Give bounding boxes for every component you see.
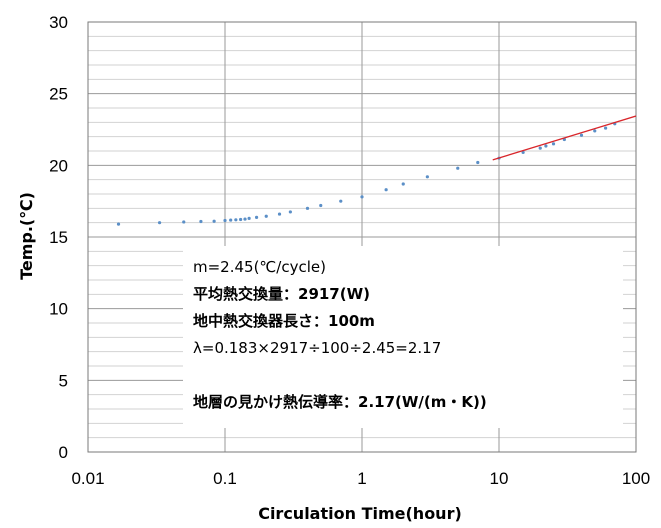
x-tick-label: 0.01 xyxy=(71,469,104,488)
data-point xyxy=(384,188,388,192)
data-point xyxy=(305,206,310,210)
annotation-background xyxy=(183,246,623,428)
data-point xyxy=(476,160,480,165)
annotation-line: 地層の見かけ熱伝導率：2.17(W/(m・K)) xyxy=(193,393,487,411)
data-point xyxy=(243,217,247,221)
x-tick-label: 100 xyxy=(622,469,650,488)
data-point xyxy=(339,199,343,203)
fit-line-layer xyxy=(492,115,637,161)
data-point xyxy=(199,219,203,224)
data-point xyxy=(157,221,162,225)
data-point xyxy=(223,218,227,223)
plot-frame xyxy=(87,21,637,453)
annotation-line: 平均熱交換量：2917(W) xyxy=(193,285,370,303)
y-tick-label: 0 xyxy=(59,443,68,462)
data-point xyxy=(551,142,556,146)
data-point xyxy=(593,129,597,133)
data-point xyxy=(234,218,238,222)
data-point xyxy=(239,217,243,222)
data-point xyxy=(538,146,542,150)
x-tick-label: 0.1 xyxy=(213,469,237,488)
data-point xyxy=(579,133,584,137)
data-point xyxy=(456,166,460,170)
data-point xyxy=(247,216,251,220)
data-point xyxy=(264,214,268,218)
annotation-line: m=2.45(℃/cycle) xyxy=(193,258,326,276)
data-point xyxy=(521,150,525,155)
x-tick-labels: 0.01 0.1 1 10 100 xyxy=(71,469,650,488)
y-tick-label: 25 xyxy=(49,85,68,104)
data-point xyxy=(229,218,233,222)
data-point xyxy=(319,203,323,208)
data-point xyxy=(360,195,364,199)
data-series xyxy=(116,122,617,226)
data-point xyxy=(425,175,429,179)
data-point xyxy=(277,212,282,216)
x-tick-label: 10 xyxy=(490,469,509,488)
data-point xyxy=(401,182,405,186)
annotation-line: λ=0.183×2917÷100÷2.45=2.17 xyxy=(193,339,441,357)
data-point xyxy=(604,126,608,130)
annotation-box: m=2.45(℃/cycle) 平均熱交換量：2917(W) 地中熱交換器長さ：… xyxy=(183,246,623,428)
y-tick-label: 15 xyxy=(49,228,68,247)
y-tick-labels: 0 5 10 15 20 25 30 xyxy=(49,13,68,462)
x-tick-label: 1 xyxy=(357,469,366,488)
data-point xyxy=(182,220,186,224)
data-point xyxy=(212,219,216,223)
data-point xyxy=(544,144,548,148)
x-axis-label: Circulation Time(hour) xyxy=(258,504,462,523)
y-tick-label: 30 xyxy=(49,13,68,32)
fit-line xyxy=(492,115,637,161)
data-point xyxy=(288,210,292,214)
y-tick-label: 20 xyxy=(49,156,68,175)
data-point xyxy=(254,215,259,219)
y-tick-label: 10 xyxy=(49,300,68,319)
y-axis-label: Temp.(℃) xyxy=(17,192,36,280)
data-point xyxy=(116,222,121,226)
y-tick-label: 5 xyxy=(59,371,68,390)
annotation-line: 地中熱交換器長さ：100m xyxy=(193,312,375,330)
